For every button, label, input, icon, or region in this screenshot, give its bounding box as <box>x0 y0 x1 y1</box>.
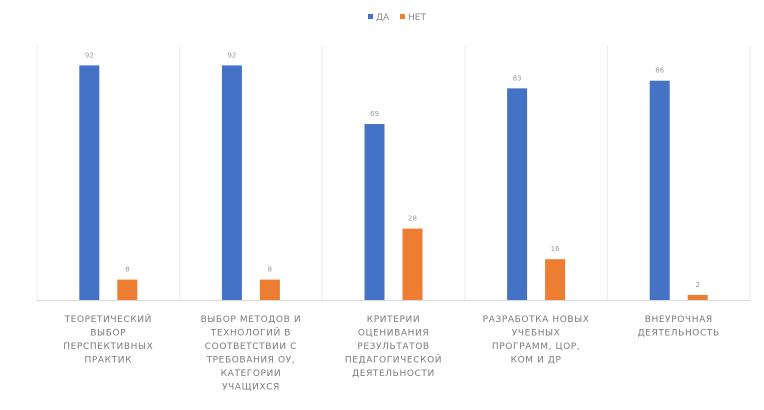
legend-label: ДА <box>376 13 390 23</box>
bar-net <box>117 279 138 300</box>
legend-label: НЕТ <box>408 13 426 23</box>
bar-da <box>507 88 528 300</box>
bars <box>79 65 708 301</box>
data-labels: 92 8 92 8 69 28 83 16 86 2 <box>85 51 700 289</box>
bar-net <box>687 294 708 300</box>
bar-da <box>79 65 100 301</box>
data-label: 86 <box>655 67 664 75</box>
data-label: 2 <box>695 281 699 289</box>
data-label: 69 <box>370 110 379 118</box>
category-label: ТЕОРЕТИЧЕСКИЙ ВЫБОР ПЕРСПЕКТИВНЫХ ПРАКТИК <box>63 313 153 366</box>
category-label: ВНЕУРОЧНАЯ ДЕЯТЕЛЬНОСТЬ <box>638 315 720 339</box>
bar-da <box>649 80 670 300</box>
data-label: 92 <box>227 51 236 59</box>
bar-da <box>364 124 385 300</box>
data-label: 8 <box>268 266 272 274</box>
data-label: 92 <box>85 51 94 59</box>
bar-net <box>402 228 423 300</box>
data-label: 83 <box>513 74 522 82</box>
category-labels: ТЕОРЕТИЧЕСКИЙ ВЫБОР ПЕРСПЕКТИВНЫХ ПРАКТИК ВЫ… <box>63 313 720 393</box>
category-label: ВЫБОР МЕТОДОВ И ТЕХНОЛОГИЙ В СООТВЕТСТВИИ … <box>201 315 302 393</box>
legend-item: ДА <box>368 13 390 23</box>
category-separators <box>36 46 751 300</box>
legend-swatch <box>400 14 405 19</box>
category-label: РАЗРАБОТКА НОВЫХ УЧЕБНЫХ ПРОГРАММ, ЦОР, КОМ… <box>483 315 590 366</box>
bar-net <box>545 259 566 300</box>
data-label: 8 <box>125 266 129 274</box>
legend-swatch <box>368 14 373 19</box>
legend: ДА НЕТ <box>368 13 426 23</box>
data-label: 28 <box>408 215 417 223</box>
legend-item: НЕТ <box>400 13 426 23</box>
category-label: КРИТЕРИИ ОЦЕНИВАНИЯ РЕЗУЛЬТАТОВ ПЕДАГОГИЧЕС… <box>345 315 442 379</box>
data-label: 16 <box>551 245 560 253</box>
bar-net <box>259 279 280 300</box>
bar-da <box>221 65 242 301</box>
